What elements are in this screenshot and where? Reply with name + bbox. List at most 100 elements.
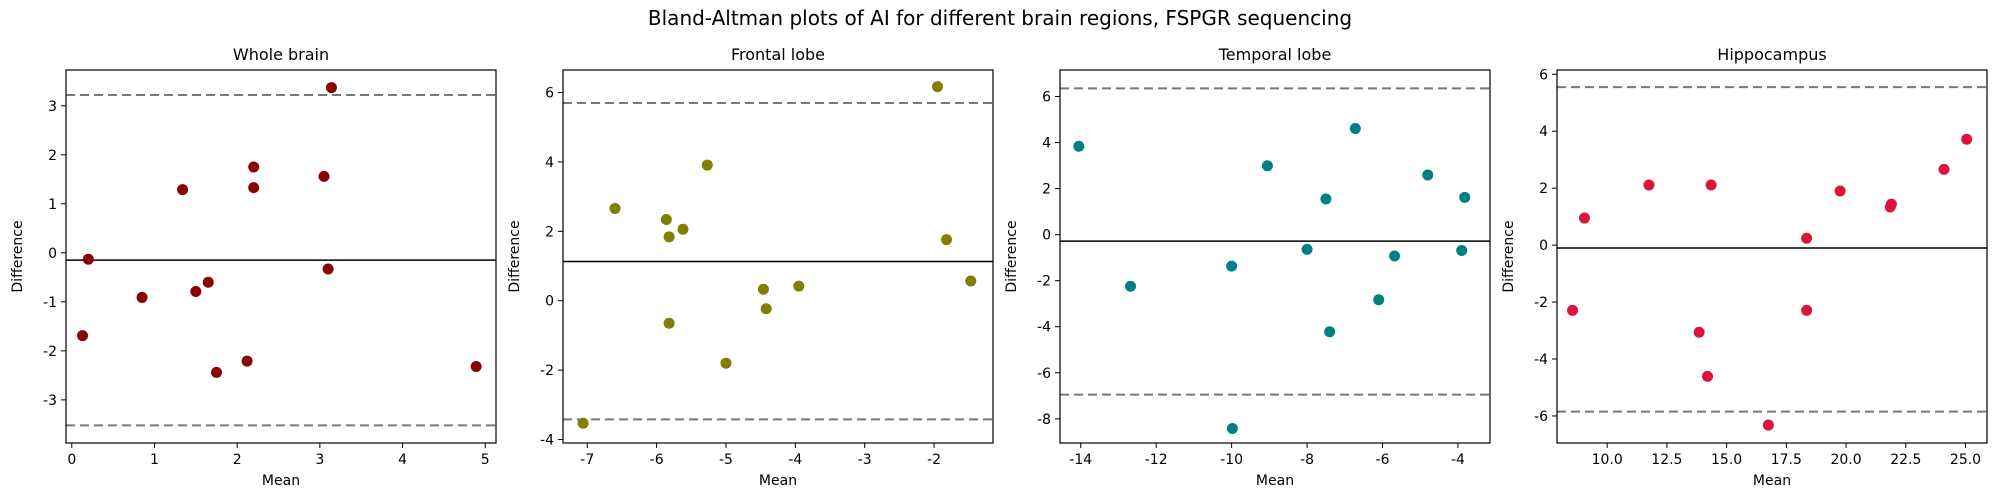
x-tick-label: 12.5 — [1651, 452, 1682, 468]
x-tick-label: 22.5 — [1890, 452, 1921, 468]
y-tick-label: 0 — [1042, 228, 1051, 244]
x-tick-label: 25.0 — [1950, 452, 1981, 468]
data-point — [1226, 422, 1238, 434]
data-point — [1456, 245, 1468, 257]
x-tick-label: 4 — [398, 452, 407, 468]
y-tick-label: 0 — [48, 246, 57, 262]
data-point — [1578, 212, 1590, 224]
data-point — [1693, 326, 1705, 338]
data-point — [1801, 304, 1813, 316]
data-point — [720, 357, 732, 369]
x-tick-label: -4 — [1451, 452, 1465, 468]
panel-title: Hippocampus — [1717, 45, 1826, 64]
x-tick-label: -10 — [1220, 452, 1243, 468]
axes-frame — [562, 69, 994, 444]
y-tick-label: -4 — [540, 433, 554, 449]
axes-frame — [1059, 69, 1491, 444]
chart-panel-3: -14 -12 -10 -8 -6 -4 -8 -6 -4 -2 0 2 4 6 Temporal lobe… — [1004, 45, 1491, 489]
data-point — [941, 234, 953, 246]
x-axis-label: Mean — [1753, 473, 1791, 489]
x-tick-label: -12 — [1145, 452, 1168, 468]
y-tick-label: 4 — [1539, 124, 1548, 140]
y-tick-label: 3 — [48, 99, 57, 115]
y-tick-label: 0 — [545, 294, 554, 310]
x-tick-label: -2 — [927, 452, 941, 468]
x-tick-label: 20.0 — [1830, 452, 1861, 468]
figure-title: Bland-Altman plots of AI for different b… — [647, 6, 1353, 30]
y-tick-label: 4 — [545, 155, 554, 171]
y-tick-label: 6 — [1539, 67, 1548, 83]
y-tick-label: 2 — [48, 148, 57, 164]
data-point — [241, 355, 253, 367]
data-point — [609, 202, 621, 214]
data-point — [663, 317, 675, 329]
x-tick-label: -4 — [788, 452, 802, 468]
data-point — [1643, 179, 1655, 191]
y-tick-label: 2 — [545, 224, 554, 240]
data-point — [1834, 185, 1846, 197]
y-tick-label: 6 — [545, 86, 554, 102]
chart-panel-4: 10.0 12.5 15.0 17.5 20.0 22.5 25.0 -6 -4 -2 0 2 4 6 Hi… — [1501, 45, 1988, 489]
x-tick-label: -6 — [650, 452, 664, 468]
data-point — [932, 81, 944, 93]
data-point — [1459, 191, 1471, 203]
data-point — [1125, 280, 1137, 292]
y-tick-label: -4 — [1037, 320, 1051, 336]
y-tick-label: -3 — [43, 393, 57, 409]
data-point — [577, 417, 589, 429]
data-point — [1320, 193, 1332, 205]
data-point — [663, 231, 675, 243]
x-tick-label: 5 — [481, 452, 490, 468]
y-tick-label: 0 — [1539, 238, 1548, 254]
x-axis-label: Mean — [262, 473, 300, 489]
data-point — [965, 275, 977, 287]
y-axis-label: Difference — [10, 220, 26, 292]
x-tick-label: 10.0 — [1592, 452, 1623, 468]
x-tick-label: 1 — [150, 452, 159, 468]
data-point — [1885, 198, 1897, 210]
data-point — [136, 291, 148, 303]
data-point — [77, 330, 89, 342]
data-point — [1567, 304, 1579, 316]
x-tick-label: -5 — [719, 452, 733, 468]
y-tick-label: 6 — [1042, 89, 1051, 105]
x-tick-label: 3 — [315, 452, 324, 468]
data-point — [660, 214, 672, 226]
data-point — [1389, 250, 1401, 262]
y-tick-label: -2 — [1534, 295, 1548, 311]
data-point — [1073, 140, 1085, 152]
x-tick-label: -8 — [1300, 452, 1314, 468]
y-tick-label: -2 — [1037, 274, 1051, 290]
y-tick-label: -2 — [43, 344, 57, 360]
data-point — [325, 82, 337, 94]
x-tick-label: 17.5 — [1771, 452, 1802, 468]
x-axis-label: Mean — [1256, 473, 1294, 489]
data-point — [82, 253, 94, 265]
data-point — [1702, 370, 1713, 382]
y-tick-label: 1 — [48, 197, 57, 213]
data-point — [1226, 260, 1238, 272]
y-tick-label: -6 — [1037, 366, 1051, 382]
panel-title: Frontal lobe — [731, 45, 825, 64]
x-tick-label: 15.0 — [1711, 452, 1742, 468]
y-tick-label: -4 — [1534, 352, 1548, 368]
x-tick-label: 0 — [67, 452, 76, 468]
data-point — [1938, 163, 1950, 175]
y-tick-label: -6 — [1534, 409, 1548, 425]
data-point — [211, 366, 222, 378]
x-tick-label: -6 — [1376, 452, 1390, 468]
data-point — [793, 280, 805, 292]
y-tick-label: -2 — [540, 363, 554, 379]
data-point — [757, 283, 769, 295]
y-axis-label: Difference — [507, 220, 523, 292]
data-point — [470, 361, 482, 373]
x-tick-label: -14 — [1069, 452, 1092, 468]
data-point — [701, 159, 713, 171]
y-tick-label: -8 — [1037, 412, 1051, 428]
data-point — [1961, 133, 1973, 145]
y-tick-label: 2 — [1539, 181, 1548, 197]
data-point — [1261, 160, 1273, 172]
x-tick-label: 2 — [233, 452, 242, 468]
x-tick-label: -7 — [580, 452, 594, 468]
